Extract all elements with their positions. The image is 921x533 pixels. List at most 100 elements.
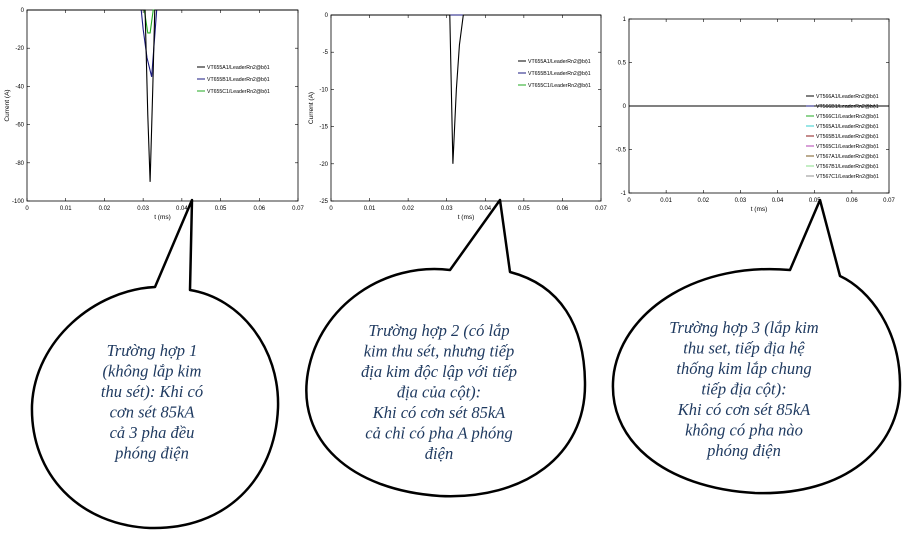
y-tick-label: 1 [623,17,627,23]
y-tick-label: -100 [12,199,25,205]
legend-label: VT565C1/LeaderRn2@bộ1 [816,144,879,150]
callout-line: Trường hợp 1 [107,341,198,360]
y-tick-label: -10 [319,87,328,93]
legend-label: VT567B1/LeaderRn2@bộ1 [816,164,879,170]
y-tick-label: -40 [15,84,24,90]
x-axis-label: t (ms) [154,214,171,221]
x-tick-label: 0.01 [364,206,376,212]
x-tick-label: 0.03 [735,198,747,204]
x-tick-label: 0.06 [846,198,858,204]
x-tick-label: 0.02 [697,198,709,204]
legend-label: VT655C1/LeaderRn2@bộ1 [528,83,591,89]
legend-label: VT566B1/LeaderRn2@bộ1 [816,104,879,110]
series-group [331,14,601,164]
callout-line: địa của cột): [397,383,481,402]
callout-line: Khi có cơn sét 85kA [372,403,506,422]
x-tick-label: 0.04 [176,206,188,212]
plot-frame [330,14,602,202]
callout-3: Trường hợp 3 (lắp kim thu set, tiếp địa h… [611,198,902,495]
x-axis-label: t (ms) [751,206,768,213]
series-line [27,9,298,182]
y-tick-label: -25 [319,199,328,205]
chart-1: 0 0.01 0.02 0.03 0.04 0.05 0.06 0.07 0 -20 -40 -60 -… [4,8,304,221]
plot-frame [26,9,299,202]
x-tick-label: 0.06 [557,206,569,212]
callout-3-text: Trường hợp 3 (lắp kim thu set, tiếp địa h… [669,318,819,460]
x-tick-label: 0 [25,206,29,212]
legend: VT655A1/LeaderRn2@bộ1 VT655B1/LeaderRn2@b… [518,59,591,89]
callout-line: (không lắp kim [103,362,202,381]
x-axis-label: t (ms) [458,214,475,221]
x-tick-label: 0.03 [441,206,453,212]
series-line [331,14,601,164]
callout-2-text: Trường hợp 2 (có lắp kim thu sét, nhưng t… [361,321,517,463]
callout-2-bubble [305,198,587,498]
callout-line: cả chỉ có pha A phóng [365,424,512,443]
y-tick-label: -0.5 [616,148,627,154]
callout-line: điện [425,444,453,463]
legend-label: VT655A1/LeaderRn2@bộ1 [207,65,270,71]
callout-line: thu set, tiếp địa hệ [683,339,805,358]
x-tick-label: 0.07 [292,206,304,212]
y-tick-label: -80 [15,161,24,167]
callout-line: thu sét): Khi có [101,382,203,401]
callout-line: Khi có cơn sét 85kA [677,400,811,419]
callout-2: Trường hợp 2 (có lắp kim thu sét, nhưng t… [305,198,587,498]
y-tick-label: 0.5 [618,61,627,67]
y-tick-label: -60 [15,123,24,129]
y-tick-label: 0 [21,8,25,14]
y-tick-label: -20 [15,46,24,52]
legend-label: VT655B1/LeaderRn2@bộ1 [207,77,270,83]
y-tick-label: -15 [319,125,328,131]
x-tick-label: 0.01 [60,206,72,212]
x-tick-label: 0.03 [137,206,149,212]
series-group [27,9,298,182]
callout-line: tiếp địa cột): [701,380,786,399]
callout-1-text: Trường hợp 1 (không lắp kim thu sét): Khi … [101,341,203,463]
y-axis-label: Current (A) [4,89,11,121]
callout-line: Trường hợp 3 (lắp kim [669,318,819,337]
legend-label: VT566A1/LeaderRn2@bộ1 [816,94,879,100]
x-tick-label: 0.07 [595,206,607,212]
x-tick-label: 0 [329,206,333,212]
callout-line: thống kim lắp chung [676,359,811,378]
x-tick-label: 0.05 [809,198,821,204]
callout-line: phóng điện [114,444,189,463]
y-tick-label: -20 [319,162,328,168]
chart-2: 0 0.01 0.02 0.03 0.04 0.05 0.06 0.07 0 -5 -10 -15 -2… [308,13,607,221]
callout-3-bubble [611,198,902,495]
x-tick-label: 0.07 [883,198,895,204]
callout-line: kim thu sét, nhưng tiếp [364,342,515,361]
callout-line: Trường hợp 2 (có lắp [368,321,509,340]
legend-label: VT655A1/LeaderRn2@bộ1 [528,59,591,65]
callout-line: cơn sét 85kA [110,403,196,422]
legend-label: VT655C1/LeaderRn2@bộ1 [207,89,270,95]
legend-label: VT655B1/LeaderRn2@bộ1 [528,71,591,77]
y-axis-label: Current (A) [308,92,315,124]
x-tick-label: 0.02 [99,206,111,212]
y-tick-label: -1 [621,191,627,197]
legend-label: VT567C1/LeaderRn2@bộ1 [816,174,879,180]
plots-layer: 0 0.01 0.02 0.03 0.04 0.05 0.06 0.07 0 -20 -40 -60 -… [4,8,895,221]
x-tick-label: 0 [627,198,631,204]
x-tick-label: 0.02 [402,206,414,212]
x-tick-label: 0.05 [215,206,227,212]
legend-label: VT565A1/LeaderRn2@bộ1 [816,124,879,130]
x-tick-label: 0.04 [772,198,784,204]
legend: VT655A1/LeaderRn2@bộ1 VT655B1/LeaderRn2@b… [197,65,270,95]
callout-line: cả 3 pha đều [110,423,195,442]
y-tick-label: 0 [325,13,329,19]
callout-line: không có pha nào [685,421,803,440]
y-tick-label: -5 [323,50,329,56]
x-tick-label: 0.05 [518,206,530,212]
x-tick-label: 0.01 [660,198,672,204]
x-tick-label: 0.04 [479,206,491,212]
chart-3: 0 0.01 0.02 0.03 0.04 0.05 0.06 0.07 1 0.5 0 -0.5 -1… [616,17,896,213]
x-tick-label: 0.06 [253,206,265,212]
legend-label: VT565B1/LeaderRn2@bộ1 [816,134,879,140]
legend-label: VT566C1/LeaderRn2@bộ1 [816,114,879,120]
callout-1: Trường hợp 1 (không lắp kim thu sét): Khi … [30,198,280,530]
callout-1-bubble [30,198,280,530]
callout-line: địa kim độc lập với tiếp [361,362,517,381]
